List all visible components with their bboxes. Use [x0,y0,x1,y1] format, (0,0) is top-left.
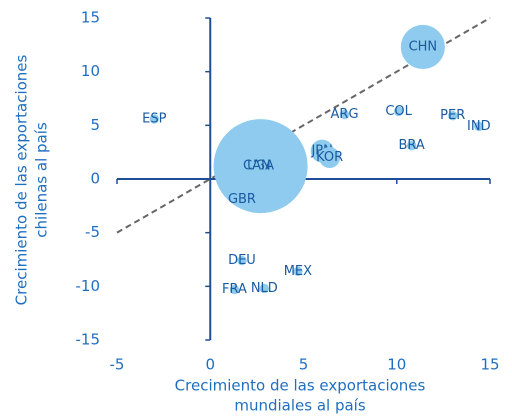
bubble [474,121,484,132]
bubble [393,106,404,117]
bubble [293,266,303,277]
point-label: BRA [399,138,425,153]
y-axis-title: Crecimiento de las exportaciones [13,54,31,305]
y-tick-label: 15 [81,9,100,27]
point-label: GBR [228,192,256,207]
point-label: FRA [222,282,247,297]
bubble [229,284,240,295]
point-label: NLD [251,281,278,296]
y-tick-label: 10 [81,62,100,80]
point-label: IND [467,119,491,134]
x-tick-label: 0 [205,356,215,374]
bubble [149,114,159,124]
bubble [252,161,262,171]
bubble [259,283,270,294]
x-axis-title: Crecimiento de las exportaciones [175,377,426,395]
y-tick-label: -10 [76,277,101,295]
x-tick-label: 5 [299,356,309,374]
bubble [319,147,341,169]
bubble [448,110,458,121]
point-label: CAN [243,159,271,174]
bubble [406,141,417,151]
point-label: PER [440,108,465,123]
bubble [237,194,247,205]
x-tick-label: 15 [480,356,499,374]
point-label: CHN [409,39,438,54]
x-tick-label: 10 [387,356,406,374]
point-label: ESP [142,111,166,126]
y-tick-label: 5 [90,116,100,134]
y-tick-label: -5 [85,223,100,241]
bubble [237,255,247,266]
x-axis-title: mundiales al país [234,397,365,415]
bubble [339,109,350,120]
point-label: MEX [284,264,312,279]
point-label: KOR [316,150,343,165]
y-axis-title: chilenas al país [33,122,51,238]
point-label: COL [385,104,412,119]
bubble [400,24,445,70]
x-tick-label: -5 [110,356,125,374]
reference-line [116,17,491,234]
point-label: DEU [228,253,256,268]
point-label: ARG [331,107,359,122]
y-tick-label: 0 [90,170,100,188]
y-tick-label: -15 [76,331,101,349]
